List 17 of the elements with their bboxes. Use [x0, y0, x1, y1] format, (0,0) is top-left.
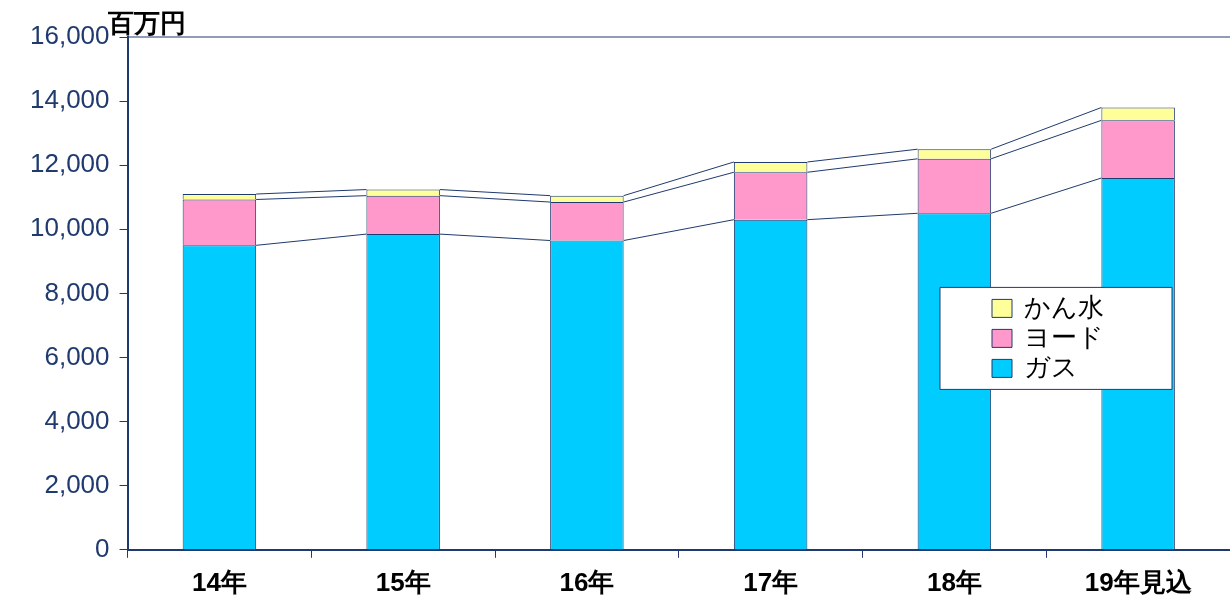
y-tick-label: 0 [95, 532, 110, 563]
x-tick-label: 18年 [926, 566, 982, 597]
x-tick-label: 17年 [743, 566, 799, 597]
x-tick-label: 15年 [375, 566, 431, 597]
legend-label: かん水 [1024, 291, 1104, 322]
x-tick-label: 19年見込 [1084, 566, 1192, 597]
x-tick-label: 16年 [559, 566, 615, 597]
y-tick-label: 10,000 [29, 212, 110, 243]
legend-label: ガス [1024, 351, 1078, 382]
y-tick-label: 8,000 [44, 276, 110, 307]
y-tick-label: 2,000 [44, 468, 110, 499]
legend-label: ヨード [1024, 321, 1104, 352]
y-tick-label: 12,000 [29, 148, 110, 179]
y-tick-label: 4,000 [44, 404, 110, 435]
y-tick-label: 6,000 [44, 340, 110, 371]
x-tick-label: 14年 [191, 566, 247, 597]
y-tick-label: 14,000 [29, 84, 110, 115]
